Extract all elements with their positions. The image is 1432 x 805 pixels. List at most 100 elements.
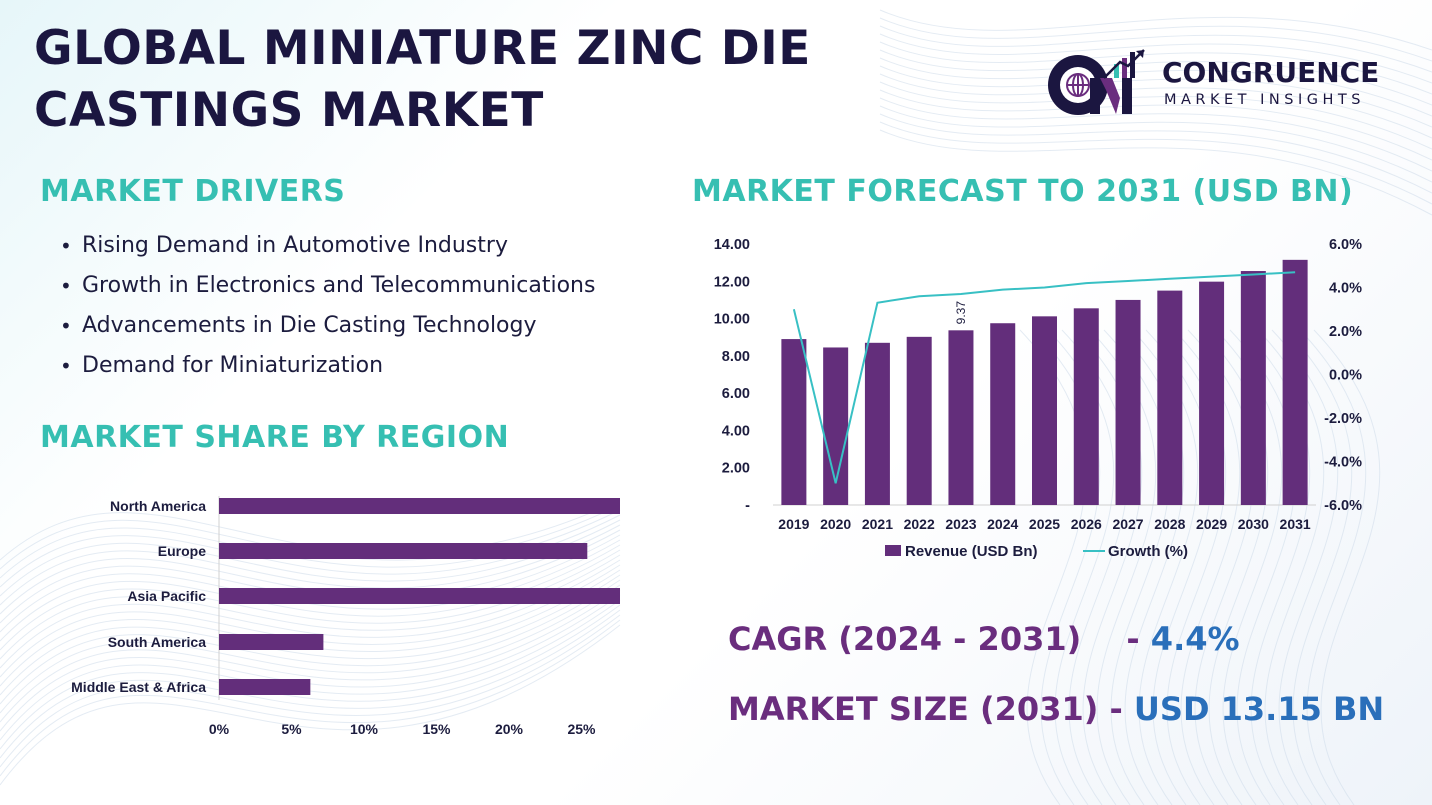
- wave-line: [879, 25, 1432, 73]
- revenue-bar: [1115, 299, 1141, 505]
- wave-line: [0, 579, 621, 705]
- legend-label-revenue: Revenue (USD Bn): [905, 543, 1038, 560]
- y-left-tick-label: 6.00: [722, 386, 750, 402]
- revenue-bar: [990, 323, 1016, 505]
- revenue-bar: [864, 342, 890, 505]
- wave-line: [0, 534, 621, 624]
- cagr-separator: -: [1115, 620, 1151, 658]
- x-tick-label: 2031: [1280, 516, 1311, 532]
- wave-line: [1313, 329, 1381, 805]
- market-size-value: USD 13.15 BN: [1133, 690, 1385, 728]
- driver-item: Advancements in Die Casting Technology: [58, 306, 595, 346]
- y-left-tick-label: 2.00: [722, 461, 750, 477]
- x-tick-label: 2029: [1196, 516, 1227, 532]
- wave-line: [0, 549, 621, 651]
- revenue-bar: [1240, 271, 1266, 505]
- wave-line: [0, 559, 621, 669]
- wave-line: [0, 589, 621, 723]
- driver-item: Growth in Electronics and Telecommunicat…: [58, 266, 595, 306]
- logo-brand-name: CONGRUENCE: [1162, 56, 1380, 89]
- region-share-bar-chart: North America Europe Asia Pacific South Ame…: [71, 496, 620, 737]
- wave-line: [1173, 329, 1241, 805]
- forecast-heading: MARKET FORECAST TO 2031 (USD BN): [692, 174, 1354, 209]
- legend-swatch-revenue: [885, 545, 901, 556]
- x-tick-label: 2019: [778, 516, 809, 532]
- x-tick-label: 5%: [281, 721, 302, 737]
- x-tick-label: 20%: [495, 721, 524, 737]
- wave-line: [879, 73, 1432, 139]
- y-left-tick-label: 4.00: [722, 423, 750, 439]
- x-tick-label: 2024: [987, 516, 1018, 532]
- wave-line: [879, 121, 1432, 205]
- y-right-tick-label: 6.0%: [1329, 237, 1362, 253]
- region-bar: [219, 498, 620, 514]
- x-tick-label: 15%: [422, 721, 451, 737]
- wave-line: [879, 113, 1432, 194]
- wave-line: [879, 97, 1432, 172]
- y-right-tick-label: 0.0%: [1329, 368, 1362, 384]
- revenue-bar: [781, 339, 807, 505]
- title-line-2: CASTINGS MARKET: [34, 83, 544, 138]
- drivers-list: Rising Demand in Automotive Industry Gro…: [58, 226, 595, 386]
- wave-lines: [0, 9, 1432, 805]
- legend-label-growth: Growth (%): [1108, 543, 1188, 560]
- wave-line: [1145, 329, 1213, 805]
- growth-line: [792, 271, 1296, 484]
- revenue-bar: [1157, 290, 1183, 505]
- wave-line: [0, 519, 621, 597]
- wave-line: [0, 529, 621, 615]
- region-label: Middle East & Africa: [71, 679, 206, 695]
- driver-item: Rising Demand in Automotive Industry: [58, 226, 595, 266]
- x-tick-label: 10%: [350, 721, 379, 737]
- bar-data-label: 9.37: [954, 301, 968, 325]
- x-tick-label: 2022: [904, 516, 935, 532]
- revenue-bar: [1032, 316, 1057, 505]
- wave-line: [879, 81, 1432, 150]
- wave-line: [879, 49, 1432, 106]
- wave-line: [1019, 329, 1087, 805]
- cm-monogram-globe-bar-icon: [1048, 49, 1145, 115]
- y-left-tick-label: 10.00: [714, 312, 750, 328]
- x-tick-label: 2028: [1154, 516, 1185, 532]
- x-tick-label: 2026: [1071, 516, 1102, 532]
- y-right-tick-label: 4.0%: [1329, 281, 1362, 297]
- wave-line: [0, 564, 621, 678]
- wave-line: [1229, 329, 1297, 805]
- wave-line: [1061, 329, 1129, 805]
- revenue-bar: [906, 336, 932, 505]
- wave-line: [1131, 329, 1199, 805]
- wave-line: [0, 554, 621, 660]
- market-size-label: MARKET SIZE (2031): [728, 690, 1099, 728]
- wave-line: [1271, 329, 1339, 805]
- y-right-tick-label: -4.0%: [1324, 455, 1362, 471]
- revenue-bar: [948, 330, 974, 505]
- x-tick-label: 25%: [567, 721, 596, 737]
- wave-line: [1215, 329, 1283, 805]
- wave-line: [879, 33, 1432, 84]
- wave-line: [879, 89, 1432, 161]
- wave-line: [879, 9, 1432, 51]
- market-size-line: MARKET SIZE (2031) - USD 13.15 BN: [728, 690, 1384, 728]
- wave-line: [1103, 329, 1171, 805]
- region-bar: [219, 543, 588, 559]
- x-tick-label: 2030: [1238, 516, 1269, 532]
- x-tick-label: 2027: [1112, 516, 1143, 532]
- region-bar: [219, 679, 311, 695]
- page-title: GLOBAL MINIATURE ZINC DIE CASTINGS MARKE…: [34, 18, 811, 142]
- wave-line: [1047, 329, 1115, 805]
- region-label: Asia Pacific: [127, 588, 206, 604]
- y-left-tick-label: 12.00: [714, 274, 750, 290]
- wave-line: [879, 105, 1432, 183]
- x-tick-label: 0%: [209, 721, 230, 737]
- x-tick-label: 2023: [945, 516, 976, 532]
- region-label: South America: [108, 634, 206, 650]
- wave-line: [879, 129, 1432, 216]
- region-bar: [219, 588, 620, 604]
- x-tick-label: 2020: [820, 516, 851, 532]
- revenue-bar: [1199, 281, 1225, 505]
- revenue-bar: [1282, 259, 1308, 505]
- wave-line: [0, 524, 621, 606]
- y-right-tick-label: -2.0%: [1324, 411, 1362, 427]
- wave-line: [879, 57, 1432, 117]
